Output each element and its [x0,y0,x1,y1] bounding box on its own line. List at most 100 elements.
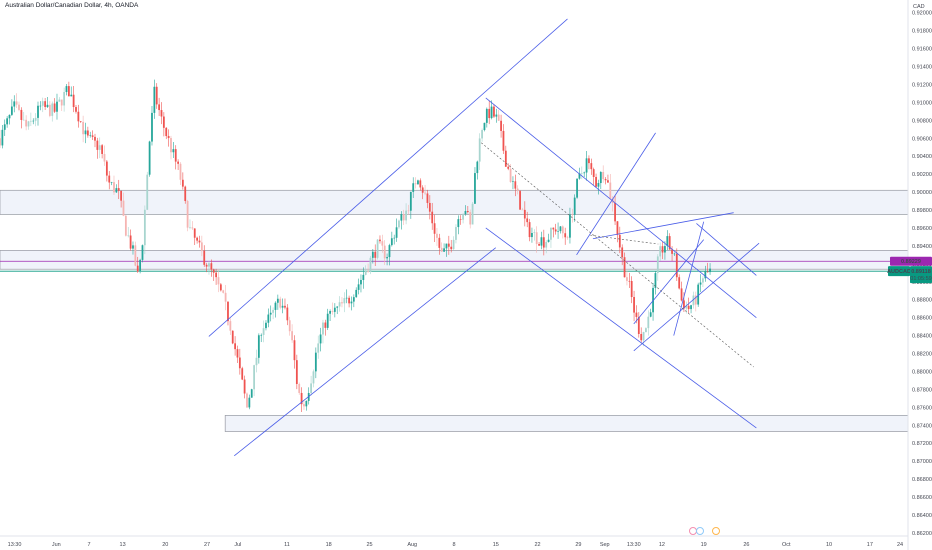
candle [450,239,453,253]
x-tick-label: 24 [897,542,903,548]
candle-body [588,158,590,164]
candle [143,205,146,255]
candle-body [170,138,172,153]
candle [561,225,564,239]
candle [305,400,308,411]
candle-body [96,140,99,150]
candle [341,297,343,308]
trendline-9[interactable] [696,223,757,276]
candle [704,265,707,282]
candle-body [105,161,108,176]
trendline-1[interactable] [234,247,497,457]
candle [75,105,77,114]
candle [181,172,184,190]
y-tick-label: 0.88800 [912,298,932,304]
candle-body [184,186,187,202]
candle [557,222,559,239]
economic-event-icon[interactable] [696,527,704,535]
candle [53,98,56,113]
candle [386,253,388,266]
candle [628,272,631,288]
candle-body [369,257,372,272]
candle-body [246,393,248,408]
candle [692,291,695,309]
currency-label: CAD [913,4,925,10]
candle [319,327,322,352]
candle [189,219,191,230]
y-tick-label: 0.89800 [912,208,932,214]
candle-body [540,237,543,246]
trendline-0[interactable] [208,18,568,337]
candle-body [559,226,562,232]
candle-body [673,253,676,255]
candle [91,130,94,141]
candle-body [134,245,137,266]
candle [224,285,227,311]
candle [402,209,405,225]
candle [110,181,113,186]
candle-body [566,237,569,238]
candle-body [27,121,30,127]
economic-event-icon[interactable] [689,527,697,535]
candle-body [224,292,227,302]
candle-body [281,305,284,308]
candle [590,158,593,175]
candle-body [331,311,334,312]
candle-body [542,237,545,248]
x-tick-label: 15 [493,542,499,548]
candle-body [343,298,346,304]
candle [6,116,9,128]
candle [580,166,583,180]
candle [44,98,47,110]
candle-body [671,249,673,254]
candle [348,295,350,308]
candle-body [217,277,220,285]
candle [222,289,225,294]
candle-body [196,237,199,241]
candle-body [602,171,605,180]
candle-body [381,241,384,246]
trendline-3[interactable] [485,227,757,429]
trendline-4[interactable] [576,132,656,256]
candle-body [383,245,386,259]
candle-body [10,106,13,115]
candle [490,100,493,120]
trendline-5[interactable] [592,212,734,240]
candle-body [388,245,391,258]
candle [379,235,381,244]
candle [500,114,502,138]
candle [400,211,403,230]
trendline-6[interactable] [633,242,760,352]
candle-body [165,127,168,137]
candle [165,127,168,140]
trendline-7[interactable] [633,239,705,325]
candle [369,255,372,275]
candle-body [18,104,20,110]
trendline-2[interactable] [485,97,757,318]
candle-body [709,268,711,273]
candle [466,206,469,214]
candle-body [108,175,111,183]
candle-body [208,263,210,267]
candle [284,298,286,310]
y-tick-label: 0.91200 [912,82,932,88]
candle-body [56,101,58,112]
candle [360,274,362,293]
y-tick-label: 0.86400 [912,513,932,519]
candle-body [595,176,597,187]
candle [153,79,156,119]
candle [694,291,697,312]
dashed-projection-line-1 [590,234,659,245]
economic-event-icon[interactable] [712,527,720,535]
candle [89,131,92,138]
candle [115,184,118,194]
candle-body [535,232,538,244]
candle-body [509,168,512,182]
candle-body [136,265,139,272]
trendline-8[interactable] [673,221,705,336]
candle [666,230,669,251]
candle-body [576,178,578,198]
y-tick-label: 0.86200 [912,531,932,537]
candle-body [521,209,524,211]
